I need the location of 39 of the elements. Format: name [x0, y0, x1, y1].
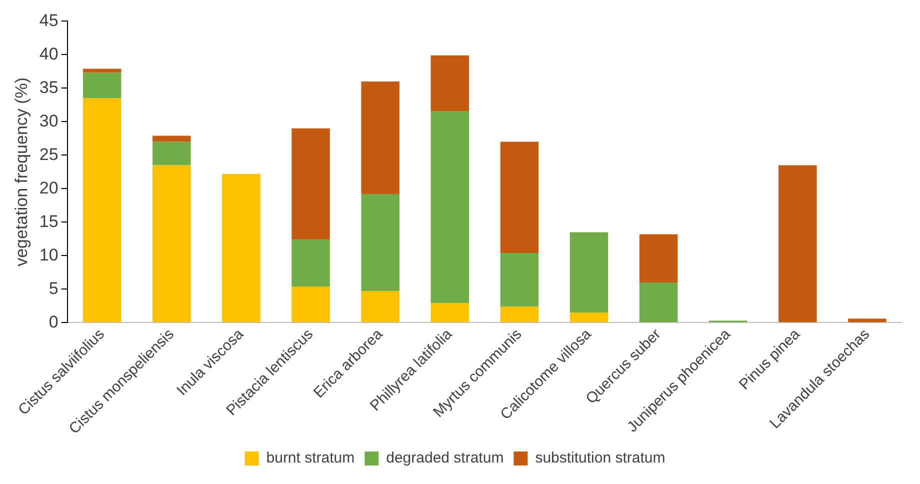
bar — [82, 68, 122, 73]
legend-label: substitution stratum — [535, 450, 666, 467]
y-tick-label: 35 — [39, 78, 58, 97]
y-tick-label: 10 — [39, 245, 58, 264]
bar — [292, 128, 330, 240]
bar — [222, 174, 260, 322]
legend-label: burnt stratum — [266, 450, 355, 467]
bar — [361, 81, 400, 194]
bar — [570, 312, 608, 322]
bar — [82, 72, 122, 98]
bar — [152, 136, 191, 142]
y-tick-label: 45 — [39, 10, 58, 30]
bar — [152, 142, 191, 166]
bar — [500, 252, 539, 307]
bar — [361, 194, 400, 292]
y-tick-label: 30 — [39, 111, 58, 130]
bar — [430, 110, 470, 304]
y-tick-label: 0 — [48, 312, 58, 332]
y-tick-label: 5 — [48, 278, 58, 298]
y-axis-title: vegetation frequency (%) — [12, 77, 31, 266]
y-tick-label: 15 — [39, 212, 58, 231]
bar — [152, 165, 191, 322]
y-tick-label: 20 — [39, 178, 58, 198]
bar — [292, 240, 330, 286]
legend-label: degraded stratum — [386, 450, 504, 467]
bar — [430, 303, 470, 322]
bar — [500, 142, 539, 253]
bar — [292, 286, 330, 322]
bar — [82, 98, 122, 322]
bar — [570, 232, 608, 313]
y-tick-label: 40 — [39, 44, 58, 64]
bar — [639, 282, 678, 322]
bar — [778, 165, 817, 322]
bar — [639, 234, 678, 282]
bar — [500, 306, 539, 322]
bar — [848, 318, 886, 322]
bar — [430, 55, 470, 111]
bar — [361, 291, 400, 322]
y-tick-label: 25 — [39, 144, 58, 164]
